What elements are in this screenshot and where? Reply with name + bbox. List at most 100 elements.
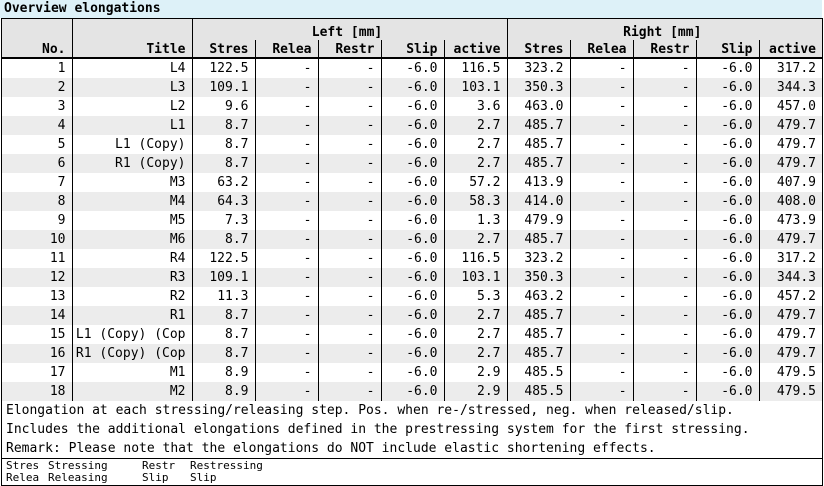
cell-left-slip: -6.0 bbox=[380, 382, 444, 401]
cell-right-active: 344.3 bbox=[758, 78, 823, 97]
cell-right-slip: -6.0 bbox=[695, 249, 760, 268]
cell-left-stres: 8.7 bbox=[191, 230, 255, 249]
cell-no: 13 bbox=[49, 289, 66, 304]
cell-left-slip: -6.0 bbox=[380, 58, 444, 78]
notes-section: Elongation at each stressing/releasing s… bbox=[2, 401, 822, 458]
column-header-left-stres: Stres bbox=[191, 40, 255, 59]
cell-right-slip: -6.0 bbox=[695, 58, 760, 78]
table-row: 2 L3 109.1- - -6.0 103.1 350.3- - -6.0 344.3 bbox=[2, 78, 823, 97]
cell-left-stres: 109.1 bbox=[191, 268, 255, 287]
table-row: 18 M2 8.9- - -6.0 2.9 485.5- - -6.0 479.5 bbox=[2, 382, 823, 401]
note-line: Remark: Please note that the elongations… bbox=[6, 441, 656, 456]
cell-no: 16 bbox=[49, 346, 66, 361]
cell-left-restr: - bbox=[317, 287, 381, 306]
cell-right-relea: - bbox=[569, 97, 634, 116]
table-body: 1 L4 122.5- - -6.0 116.5 323.2- - -6.0 317.2 2 L3 10… bbox=[2, 58, 823, 401]
cell-left-relea: - bbox=[254, 135, 318, 154]
cell-right-slip: -6.0 bbox=[695, 173, 760, 192]
cell-right-relea: - bbox=[569, 325, 634, 344]
cell-right-relea: - bbox=[569, 116, 634, 135]
cell-right-restr: - bbox=[632, 363, 697, 382]
cell-title: L1 (Copy) (Cop bbox=[71, 325, 192, 344]
cell-left-active: 103.1 bbox=[443, 78, 508, 97]
cell-right-active: 479.5 bbox=[758, 382, 823, 401]
cell-no: 2 bbox=[57, 80, 66, 95]
cell-right-slip: -6.0 bbox=[695, 344, 760, 363]
cell-left-active: 116.5 bbox=[443, 58, 508, 78]
cell-right-active: 479.5 bbox=[758, 363, 823, 382]
cell-right-stres: 350.3 bbox=[506, 78, 571, 97]
cell-right-slip: -6.0 bbox=[695, 382, 760, 401]
cell-right-active: 473.9 bbox=[758, 211, 823, 230]
cell-left-stres: 8.7 bbox=[191, 325, 255, 344]
cell-right-relea: - bbox=[569, 382, 634, 401]
cell-left-slip: -6.0 bbox=[380, 287, 444, 306]
column-header-right-stres: Stres bbox=[506, 40, 571, 59]
legend-section: Stres Stressing Restr Restressing Relea … bbox=[2, 458, 822, 485]
cell-left-restr: - bbox=[317, 173, 381, 192]
table-row: 17 M1 8.9- - -6.0 2.9 485.5- - -6.0 479.5 bbox=[2, 363, 823, 382]
cell-left-slip: -6.0 bbox=[380, 268, 444, 287]
cell-left-restr: - bbox=[317, 382, 381, 401]
cell-left-active: 2.7 bbox=[443, 230, 508, 249]
column-header-left-relea: Relea bbox=[254, 40, 318, 59]
cell-left-slip: -6.0 bbox=[380, 249, 444, 268]
cell-right-restr: - bbox=[632, 211, 697, 230]
cell-left-restr: - bbox=[317, 249, 381, 268]
cell-right-stres: 413.9 bbox=[506, 173, 571, 192]
cell-left-relea: - bbox=[254, 97, 318, 116]
cell-title: L4 bbox=[71, 58, 192, 78]
cell-left-stres: 8.7 bbox=[191, 135, 255, 154]
cell-right-stres: 485.7 bbox=[506, 325, 571, 344]
cell-right-slip: -6.0 bbox=[695, 116, 760, 135]
cell-right-restr: - bbox=[632, 78, 697, 97]
group-header-right: Right [mm] bbox=[506, 19, 823, 40]
cell-title: L1 (Copy) bbox=[71, 135, 192, 154]
table-row: 1 L4 122.5- - -6.0 116.5 323.2- - -6.0 317.2 bbox=[2, 58, 823, 78]
cell-right-stres: 485.7 bbox=[506, 116, 571, 135]
column-header-left-slip: Slip bbox=[380, 40, 444, 59]
cell-left-restr: - bbox=[317, 211, 381, 230]
table-row: 9 M5 7.3- - -6.0 1.3 479.9- - -6.0 473.9 bbox=[2, 211, 823, 230]
cell-left-stres: 109.1 bbox=[191, 78, 255, 97]
cell-left-stres: 8.9 bbox=[191, 363, 255, 382]
cell-right-relea: - bbox=[569, 230, 634, 249]
cell-left-relea: - bbox=[254, 173, 318, 192]
cell-right-stres: 485.5 bbox=[506, 382, 571, 401]
cell-right-active: 407.9 bbox=[758, 173, 823, 192]
legend-abbr: Stres bbox=[6, 460, 40, 472]
cell-left-active: 3.6 bbox=[443, 97, 508, 116]
cell-left-relea: - bbox=[254, 192, 318, 211]
cell-right-active: 317.2 bbox=[758, 249, 823, 268]
cell-left-stres: 8.7 bbox=[191, 154, 255, 173]
cell-left-stres: 8.7 bbox=[191, 344, 255, 363]
cell-right-restr: - bbox=[632, 116, 697, 135]
cell-left-relea: - bbox=[254, 382, 318, 401]
legend-text: Stressing bbox=[48, 460, 108, 472]
cell-right-relea: - bbox=[569, 306, 634, 325]
cell-right-relea: - bbox=[569, 344, 634, 363]
table-row: 15 L1 (Copy) (Cop 8.7- - -6.0 2.7 485.7- - -6.0 4… bbox=[2, 325, 823, 344]
cell-left-stres: 64.3 bbox=[191, 192, 255, 211]
cell-right-restr: - bbox=[632, 97, 697, 116]
cell-left-relea: - bbox=[254, 116, 318, 135]
cell-left-restr: - bbox=[317, 306, 381, 325]
cell-left-relea: - bbox=[254, 230, 318, 249]
cell-right-relea: - bbox=[569, 173, 634, 192]
column-header-right-slip: Slip bbox=[695, 40, 760, 59]
cell-right-stres: 463.0 bbox=[506, 97, 571, 116]
table-row: 12 R3 109.1- - -6.0 103.1 350.3- - -6.0 344.3 bbox=[2, 268, 823, 287]
cell-title: R1 (Copy) bbox=[71, 154, 192, 173]
cell-right-slip: -6.0 bbox=[695, 78, 760, 97]
cell-right-restr: - bbox=[632, 268, 697, 287]
cell-right-stres: 485.7 bbox=[506, 230, 571, 249]
note-line: Elongation at each stressing/releasing s… bbox=[6, 403, 734, 418]
cell-no: 5 bbox=[57, 137, 66, 152]
cell-no: 10 bbox=[49, 232, 66, 247]
cell-left-restr: - bbox=[317, 230, 381, 249]
cell-title: R3 bbox=[71, 268, 192, 287]
column-header-no: No. bbox=[2, 19, 72, 59]
cell-right-relea: - bbox=[569, 268, 634, 287]
cell-left-relea: - bbox=[254, 249, 318, 268]
cell-right-relea: - bbox=[569, 58, 634, 78]
